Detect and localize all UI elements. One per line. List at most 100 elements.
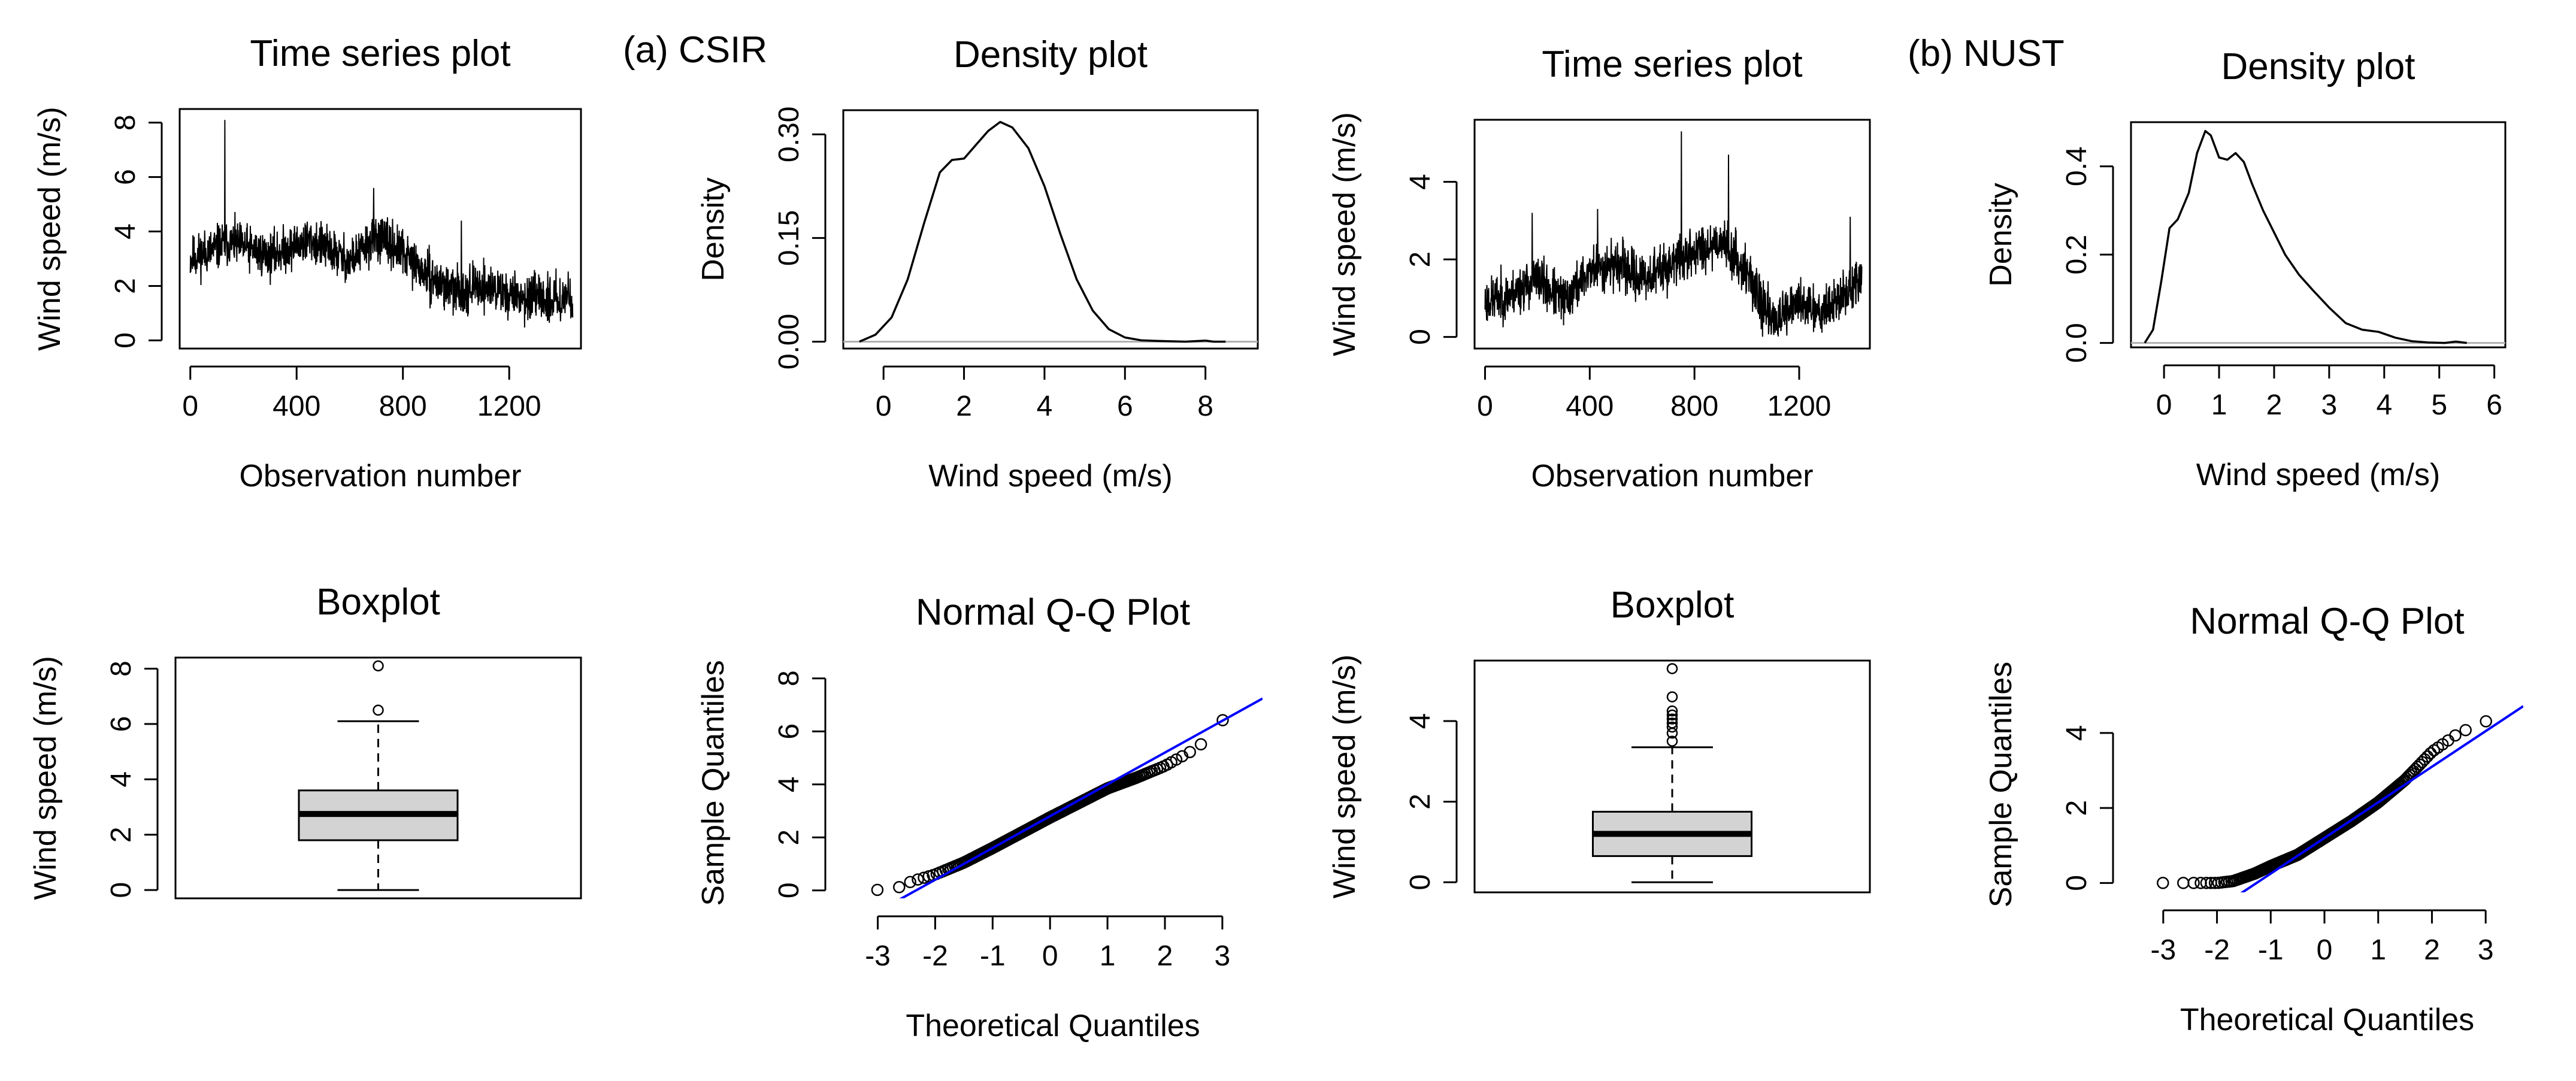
x-tick-label: 400	[1566, 390, 1614, 422]
qq-reference-line	[2240, 705, 2523, 892]
x-tick-label: 3	[1215, 940, 1231, 972]
plot-frame	[842, 109, 1259, 350]
y-tick-label: 4	[1404, 713, 1436, 729]
chart-title: Density plot	[953, 34, 1148, 75]
density-curve	[859, 120, 1226, 343]
y-tick-label: 4	[110, 223, 141, 240]
y-tick-label: 0	[110, 332, 141, 349]
y-tick-label: 6	[773, 723, 805, 740]
x-tick-label: 1	[2370, 934, 2386, 966]
qq-point	[2208, 877, 2221, 889]
x-tick-label: 0	[1042, 940, 1058, 972]
qq-point	[2459, 723, 2472, 737]
y-tick-label: 2	[110, 278, 141, 294]
qq-point	[871, 883, 884, 897]
plot-area	[871, 697, 1263, 898]
y-tick-label: 0	[773, 882, 805, 898]
x-tick-label: 2	[2424, 934, 2440, 966]
outlier-point	[1666, 705, 1678, 717]
x-axis-label: Theoretical Quantiles	[906, 1009, 1200, 1043]
x-tick-label: 1200	[1767, 390, 1832, 422]
x-axis-label: Observation number	[1531, 459, 1813, 493]
plot-frame	[178, 108, 582, 350]
qq-point	[2480, 715, 2492, 728]
y-tick-label: 0.2	[2061, 235, 2093, 275]
y-tick-label: 2	[1404, 794, 1436, 810]
chart-title: Normal Q-Q Plot	[2190, 601, 2464, 642]
y-tick-label: 0.30	[773, 107, 805, 162]
y-tick-label: 0.0	[2061, 323, 2093, 363]
y-tick-label: 8	[110, 114, 141, 131]
plot-area	[1484, 131, 1863, 337]
y-axis-label: Wind speed (m/s)	[32, 107, 67, 350]
qq-point	[2409, 762, 2422, 776]
x-tick-label: 400	[273, 390, 320, 422]
x-tick-label: 2	[1157, 940, 1173, 972]
outlier-point	[1666, 663, 1678, 674]
y-tick-label: 0	[1404, 329, 1436, 345]
x-axis-label: Observation number	[239, 459, 521, 493]
chart-title: Boxplot	[316, 582, 440, 623]
panel-nust-qq: Normal Q-Q Plot 0 2 4 Sample Quantiles -3 -2 -1…	[1984, 601, 2523, 1037]
y-tick-label: 0	[2061, 875, 2093, 891]
y-tick-label: 0	[105, 882, 137, 898]
y-tick-label: 8	[105, 661, 137, 677]
outlier-point	[1666, 713, 1678, 725]
qq-point	[2407, 765, 2420, 777]
chart-title: Boxplot	[1611, 585, 1735, 626]
x-tick-label: 1200	[477, 390, 541, 422]
y-axis-label: Density	[696, 177, 731, 281]
qq-point	[2449, 729, 2462, 742]
qq-point	[2187, 877, 2200, 889]
x-tick-label: 4	[2376, 389, 2392, 421]
outlier-point	[1666, 735, 1678, 747]
y-axis-label: Density	[1984, 183, 2018, 286]
qq-point	[2421, 750, 2434, 763]
density-curve	[2144, 129, 2467, 344]
x-axis-label: Wind speed (m/s)	[928, 459, 1172, 493]
plot-area	[2157, 705, 2523, 892]
chart-title: Density plot	[2221, 46, 2415, 87]
plot-area	[2131, 129, 2505, 344]
plot-area	[189, 120, 574, 328]
x-tick-label: -2	[922, 940, 948, 972]
x-tick-label: 6	[1117, 390, 1133, 422]
outlier-point	[1666, 691, 1678, 703]
plot-frame	[1473, 659, 1871, 894]
plot-area	[298, 660, 459, 891]
x-tick-label: 6	[2486, 389, 2502, 421]
x-tick-label: -1	[2258, 934, 2284, 966]
series-line	[1484, 131, 1863, 337]
qq-point	[2200, 877, 2213, 889]
x-tick-label: 1	[1100, 940, 1116, 972]
chart-title: Time series plot	[250, 33, 510, 74]
x-tick-label: -3	[2150, 934, 2176, 966]
outlier-point	[373, 704, 384, 716]
x-tick-label: 0	[2317, 934, 2333, 966]
plot-frame	[2130, 121, 2507, 349]
qq-point	[2157, 877, 2169, 889]
plot-frame	[1473, 119, 1871, 350]
chart-title: Normal Q-Q Plot	[916, 592, 1190, 633]
qq-point	[893, 881, 906, 894]
outlier-point	[373, 660, 384, 672]
qq-reference-line	[899, 697, 1263, 898]
y-tick-label: 4	[773, 776, 805, 792]
y-tick-label: 0.00	[773, 314, 805, 370]
y-tick-label: 6	[110, 169, 141, 185]
x-tick-label: 1	[2211, 389, 2227, 421]
qq-point	[918, 871, 930, 884]
panel-nust-boxplot: Boxplot 0 2 4 Wind speed (m/s)	[1327, 585, 1871, 898]
series-line	[189, 120, 574, 328]
x-tick-label: 0	[2156, 389, 2172, 421]
y-tick-label: 4	[2061, 725, 2093, 741]
qq-point	[1216, 714, 1229, 726]
x-tick-label: 0	[1477, 390, 1493, 422]
panel-csir-qq: Normal Q-Q Plot 0 2 4 6 8 Sample Quantiles -3 -2…	[696, 592, 1263, 1043]
qq-point	[912, 873, 924, 886]
panel-nust-density: Density plot 0.0 0.2 0.4 Density 0 1 2 3 4 5 6 Wind …	[1984, 46, 2507, 492]
y-tick-label: 2	[2061, 800, 2093, 816]
plot-area	[843, 120, 1258, 343]
y-tick-label: 4	[1404, 174, 1436, 190]
